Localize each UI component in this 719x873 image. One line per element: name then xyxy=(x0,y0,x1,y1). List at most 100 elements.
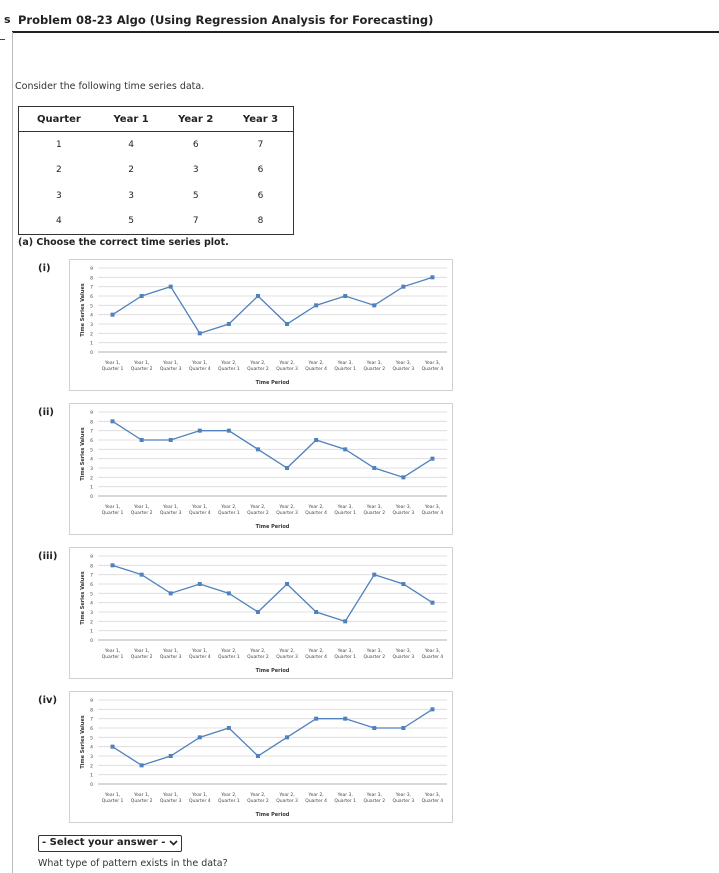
x-tick-label: Quarter 1 xyxy=(218,798,240,804)
x-tick-label: Year 2, xyxy=(249,360,265,366)
data-point xyxy=(401,582,406,586)
y-tick-label: 2 xyxy=(90,763,93,769)
data-point xyxy=(139,294,144,298)
table-row: 3 3 5 6 xyxy=(19,183,294,209)
table-cell: 7 xyxy=(192,216,199,227)
y-tick-label: 7 xyxy=(90,285,93,291)
table-cell: 3 xyxy=(192,165,199,176)
data-point xyxy=(430,275,435,280)
x-tick-label: Quarter 2 xyxy=(131,654,153,660)
y-tick-label: 7 xyxy=(90,717,93,723)
data-point xyxy=(226,428,231,433)
y-tick-label: 9 xyxy=(90,266,93,272)
data-point xyxy=(314,716,319,721)
x-tick-label: Year 2, xyxy=(278,792,294,798)
table-header-row: Quarter Year 1 Year 2 Year 3 xyxy=(18,106,294,132)
x-tick-label: Quarter 1 xyxy=(218,510,240,516)
option-label-ii: (ii) xyxy=(38,407,54,418)
data-point xyxy=(226,591,231,596)
data-point xyxy=(285,735,290,740)
x-tick-label: Year 2, xyxy=(249,792,265,798)
y-tick-label: 3 xyxy=(90,610,93,616)
x-tick-label: Quarter 4 xyxy=(422,798,444,804)
data-point xyxy=(343,447,348,452)
option-label-i: (i) xyxy=(38,263,51,274)
data-point xyxy=(285,322,290,326)
data-point xyxy=(168,591,173,596)
y-tick-label: 5 xyxy=(90,735,93,741)
x-tick-label: Year 2, xyxy=(278,360,294,366)
table-cell: 6 xyxy=(192,139,199,150)
x-tick-label: Year 2, xyxy=(307,648,323,654)
answer-select[interactable]: - Select your answer - xyxy=(38,835,182,852)
x-tick-label: Quarter 2 xyxy=(363,654,385,660)
data-point xyxy=(314,610,319,614)
x-tick-label: Year 3, xyxy=(395,504,411,510)
table-cell: 6 xyxy=(257,190,264,201)
x-tick-label: Quarter 4 xyxy=(422,510,444,516)
x-tick-label: Quarter 4 xyxy=(422,366,444,372)
data-point xyxy=(139,763,144,768)
x-tick-label: Year 2, xyxy=(220,648,236,654)
x-tick-label: Quarter 1 xyxy=(102,798,124,804)
data-point xyxy=(430,707,435,712)
y-tick-label: 3 xyxy=(90,466,93,472)
data-point xyxy=(343,619,348,624)
x-tick-label: Year 1, xyxy=(191,504,207,510)
x-tick-label: Quarter 4 xyxy=(305,798,327,804)
x-tick-label: Quarter 3 xyxy=(160,366,182,372)
column-header-year-2: Year 2 xyxy=(163,106,228,132)
y-tick-label: 6 xyxy=(90,582,93,588)
x-tick-label: Year 1, xyxy=(191,648,207,654)
x-tick-label: Quarter 3 xyxy=(393,366,415,372)
column-header-year-1: Year 1 xyxy=(98,106,164,132)
x-tick-label: Quarter 2 xyxy=(131,798,153,804)
y-tick-label: 7 xyxy=(90,573,93,579)
y-tick-label: 8 xyxy=(90,275,93,281)
x-tick-label: Quarter 1 xyxy=(218,654,240,660)
x-tick-label: Year 1, xyxy=(104,360,120,366)
y-tick-label: 4 xyxy=(90,745,93,751)
time-series-plot-iv: 0 1 2 3 4 5 6 7 8 9 Time Series Values Year 1, Quart… xyxy=(69,691,453,823)
option-label-iii: (iii) xyxy=(38,551,58,562)
x-tick-label: Quarter 1 xyxy=(334,654,356,660)
x-tick-label: Quarter 4 xyxy=(305,510,327,516)
y-tick-label: 1 xyxy=(90,341,93,347)
x-tick-label: Quarter 3 xyxy=(393,510,415,516)
x-tick-label: Quarter 3 xyxy=(160,510,182,516)
y-tick-label: 2 xyxy=(90,475,93,481)
y-axis-title: Time Series Values xyxy=(80,427,86,480)
y-axis-title: Time Series Values xyxy=(80,283,86,336)
x-tick-label: Year 3, xyxy=(366,360,382,366)
x-tick-label: Year 1, xyxy=(133,360,149,366)
series-line xyxy=(112,564,433,623)
table-cell: 3 xyxy=(56,190,62,201)
x-tick-label: Year 3, xyxy=(424,504,440,510)
y-tick-label: 4 xyxy=(90,601,93,607)
table-cell: 4 xyxy=(56,216,62,227)
data-point xyxy=(401,475,406,480)
x-tick-label: Quarter 2 xyxy=(247,510,269,516)
x-tick-label: Year 3, xyxy=(424,360,440,366)
data-point xyxy=(430,600,435,605)
x-tick-label: Quarter 2 xyxy=(363,510,385,516)
y-tick-label: 9 xyxy=(90,410,93,416)
x-tick-label: Year 1, xyxy=(104,648,120,654)
x-tick-label: Quarter 4 xyxy=(305,654,327,660)
x-tick-label: Year 2, xyxy=(278,504,294,510)
x-tick-label: Year 1, xyxy=(104,504,120,510)
x-tick-label: Quarter 4 xyxy=(189,510,211,516)
x-tick-label: Quarter 3 xyxy=(393,654,415,660)
series-line xyxy=(112,276,433,335)
data-point xyxy=(197,428,202,433)
x-tick-label: Quarter 3 xyxy=(393,798,415,804)
series-line xyxy=(112,420,433,479)
x-axis-title: Time Period xyxy=(256,668,290,674)
y-tick-label: 5 xyxy=(90,447,93,453)
x-tick-label: Quarter 3 xyxy=(160,654,182,660)
time-series-plot-i: 0 1 2 3 4 5 6 7 8 9 Time Series Values Year 1, Quart… xyxy=(69,259,453,391)
data-point xyxy=(314,438,319,442)
table-row: 2 2 3 6 xyxy=(19,158,294,184)
truncated-left-label: s xyxy=(4,13,11,26)
x-tick-label: Quarter 2 xyxy=(247,798,269,804)
